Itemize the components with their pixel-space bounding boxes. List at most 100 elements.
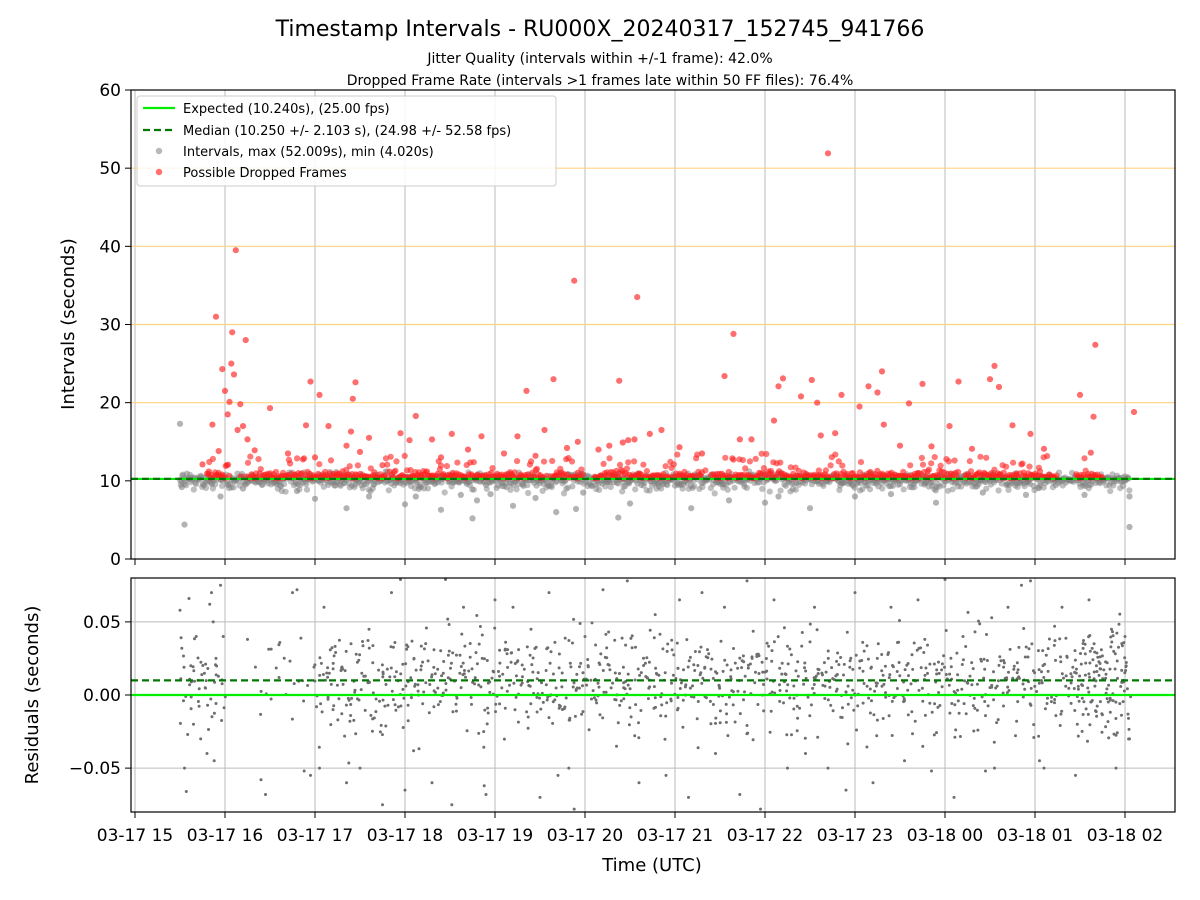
interval-point (759, 485, 766, 492)
residual-point (795, 704, 799, 708)
residual-point (653, 696, 657, 700)
residual-point (393, 703, 397, 707)
residual-point (581, 671, 585, 675)
xtick-label-3: 03-17 18 (367, 826, 443, 846)
residual-point (590, 697, 593, 701)
residual-point (477, 731, 481, 735)
residual-point (553, 640, 557, 644)
residual-point (482, 657, 486, 661)
residual-point (968, 674, 972, 678)
interval-point (879, 485, 886, 492)
residual-point (754, 670, 757, 674)
residual-outlier-20 (264, 793, 267, 796)
residual-point (366, 639, 370, 642)
interval-point (724, 486, 731, 493)
residual-point (432, 705, 436, 709)
dropped-frame-point (623, 465, 631, 472)
residual-point (357, 698, 361, 702)
xtick-label-4: 03-17 19 (457, 826, 533, 846)
residual-point (638, 673, 642, 677)
residual-point (696, 700, 700, 703)
residual-point (956, 688, 960, 692)
residual-point (1084, 661, 1088, 665)
residual-point (202, 671, 206, 675)
residual-outlier-14 (212, 759, 216, 763)
residual-point (626, 683, 630, 687)
interval-point (632, 486, 639, 493)
residual-point (201, 664, 205, 667)
residual-point (1039, 679, 1043, 682)
residual-point (935, 731, 938, 735)
residual-point (895, 687, 899, 690)
dropped-frame-outlier-33 (397, 430, 404, 437)
residual-point (764, 657, 768, 660)
residual-point (780, 661, 784, 665)
residual-point (698, 673, 702, 677)
residual-point (842, 662, 846, 666)
residual-point (676, 706, 680, 710)
dropped-frame-point (967, 468, 975, 475)
interval-point (483, 485, 490, 492)
interval-outlier-0 (176, 420, 184, 427)
residual-point (541, 700, 545, 704)
residual-point (385, 667, 389, 671)
dropped-frame-outlier-84 (946, 423, 953, 430)
residual-point (389, 666, 393, 670)
residual-point (479, 685, 483, 689)
interval-point (646, 487, 653, 494)
dropped-frame-outlier-41 (500, 450, 508, 457)
residual-point (514, 695, 518, 699)
residual-point (743, 690, 746, 694)
residual-point (1076, 687, 1080, 691)
residual-point (1094, 710, 1098, 714)
residual-point (736, 666, 740, 670)
residuals-reference-lines (131, 679, 1175, 697)
residual-point (1082, 700, 1086, 704)
residual-point (1016, 700, 1020, 704)
residual-outlier-11 (205, 752, 209, 755)
residual-outlier-27 (322, 605, 326, 609)
residual-point (659, 714, 663, 718)
interval-point (792, 486, 799, 493)
residual-point (460, 632, 464, 636)
dropped-frame-outlier-79 (880, 421, 887, 428)
interval-outlier-20 (580, 489, 587, 496)
residual-outlier-79 (943, 578, 947, 581)
residual-point (1095, 714, 1099, 718)
interval-point (711, 490, 718, 497)
interval-point (1107, 488, 1114, 495)
residual-point (191, 665, 195, 669)
residual-point (851, 667, 855, 671)
residual-point (290, 717, 294, 721)
residual-point (990, 616, 994, 620)
residual-point (975, 708, 979, 712)
dropped-frame-point (839, 462, 846, 469)
residual-point (670, 638, 674, 642)
dropped-frame-outlier-87 (986, 376, 994, 383)
residual-point (792, 684, 796, 688)
residual-point (317, 745, 321, 749)
residual-point (1082, 639, 1085, 642)
residual-point (629, 715, 633, 719)
interval-outlier-12 (457, 491, 464, 498)
residual-outlier-12 (208, 602, 212, 606)
interval-point (525, 489, 532, 497)
residual-point (1124, 665, 1128, 669)
residual-point (949, 665, 953, 669)
residual-outlier-28 (331, 708, 335, 712)
dropped-frame-point (951, 457, 958, 464)
residual-point (849, 696, 853, 700)
xtick-label-8: 03-17 23 (817, 826, 893, 846)
residual-point (182, 654, 185, 658)
residual-point (1032, 723, 1036, 727)
residual-point (733, 720, 737, 724)
residual-point (480, 633, 484, 637)
residual-point (1058, 637, 1062, 641)
residual-point (768, 730, 772, 734)
residual-point (701, 676, 705, 680)
residual-point (736, 689, 740, 693)
residual-point (891, 665, 895, 669)
residual-point (961, 658, 965, 662)
residual-point (212, 711, 216, 715)
interval-outlier-16 (509, 502, 517, 509)
